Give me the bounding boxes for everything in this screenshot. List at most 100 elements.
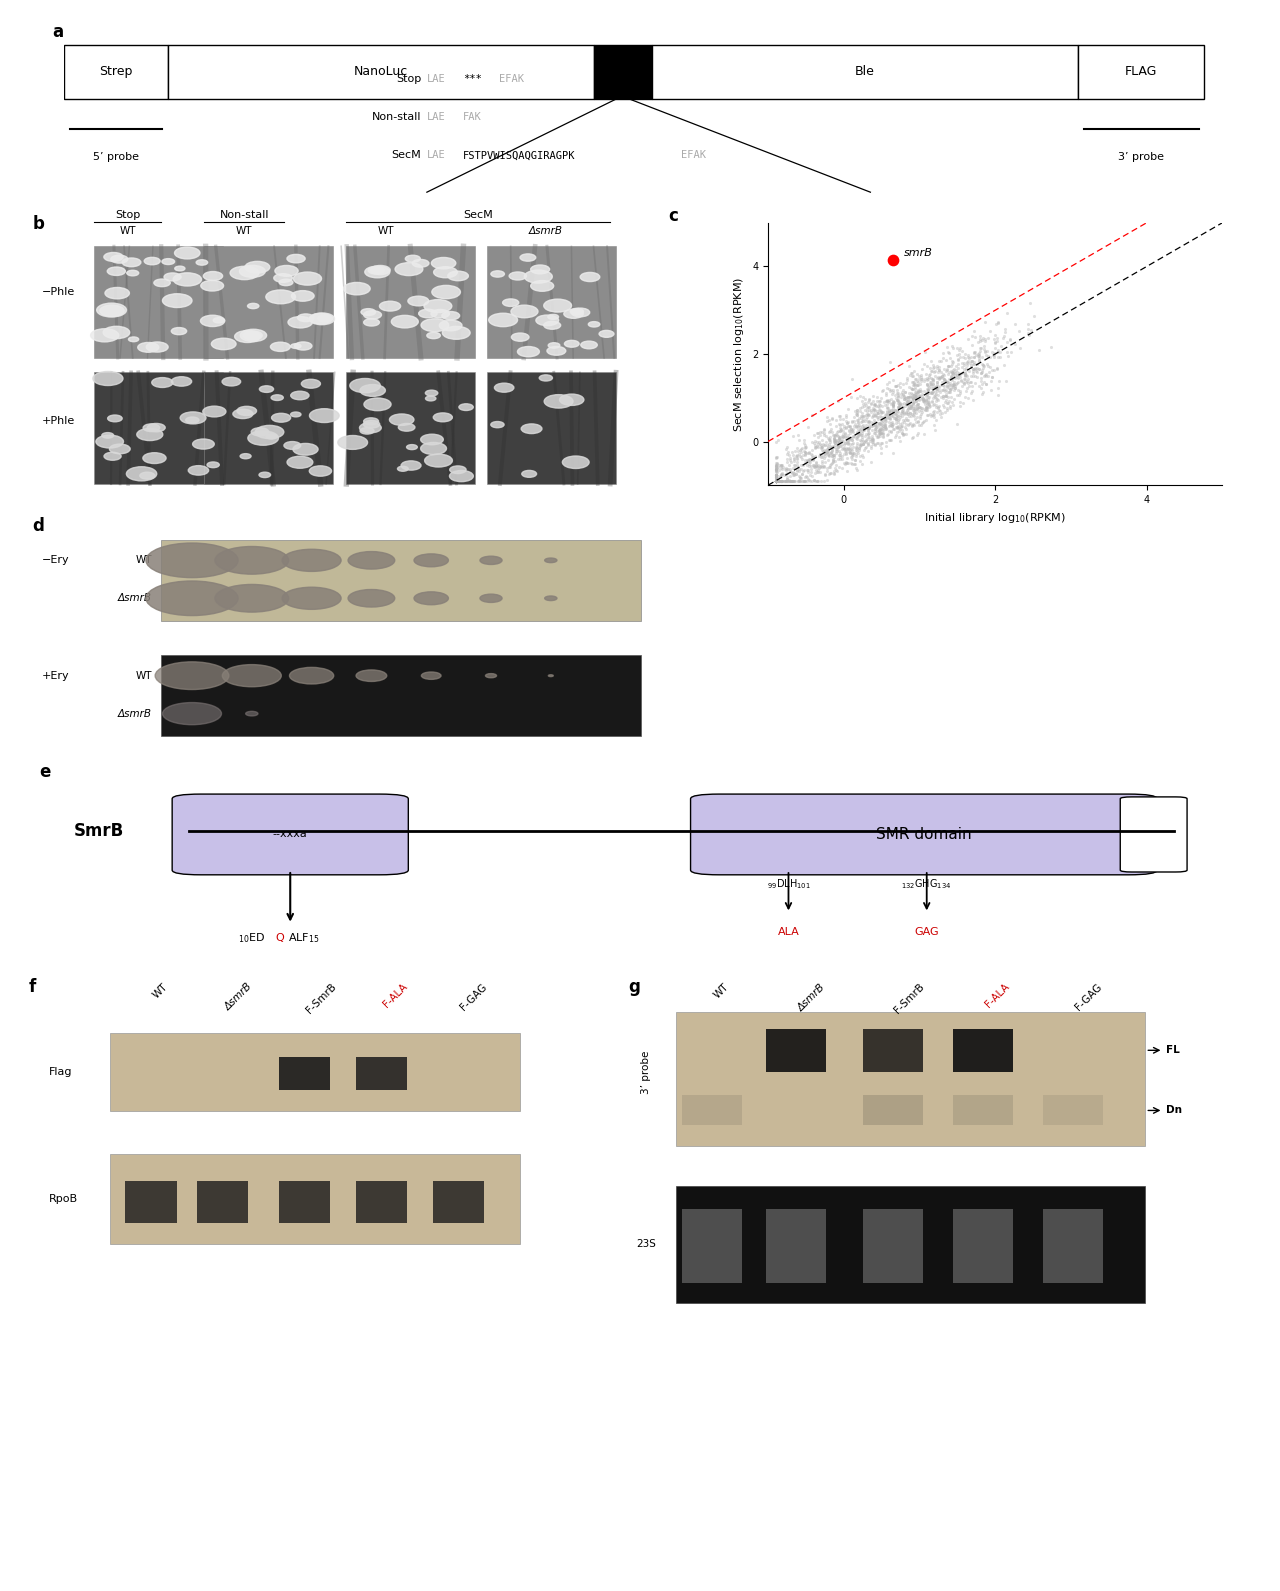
Circle shape — [145, 258, 160, 264]
Point — [854, 438, 874, 463]
Point — [765, 468, 786, 493]
Point — [942, 360, 963, 385]
Point — [783, 468, 804, 493]
Bar — [676, 1185, 1146, 1303]
Point — [847, 403, 868, 428]
Point — [905, 379, 925, 404]
Point — [961, 379, 982, 404]
Point — [824, 422, 845, 447]
Point — [942, 368, 963, 393]
Text: SecM: SecM — [463, 210, 493, 220]
Point — [794, 438, 814, 463]
Point — [997, 329, 1018, 355]
Point — [891, 420, 911, 445]
Point — [797, 452, 818, 477]
Point — [945, 366, 965, 391]
Point — [780, 457, 800, 482]
Point — [765, 468, 786, 493]
Point — [765, 468, 786, 493]
Point — [927, 375, 947, 401]
Point — [920, 371, 941, 396]
Point — [808, 468, 828, 493]
Point — [785, 455, 805, 480]
Point — [815, 449, 836, 474]
Point — [765, 468, 786, 493]
Point — [794, 468, 814, 493]
Point — [922, 358, 942, 383]
Point — [840, 441, 860, 466]
Point — [786, 461, 806, 487]
Point — [886, 385, 906, 410]
Text: ΔsmrB: ΔsmrB — [223, 982, 253, 1012]
Point — [804, 455, 824, 480]
Point — [941, 366, 961, 391]
Point — [978, 325, 998, 350]
Point — [877, 387, 897, 412]
Point — [957, 366, 978, 391]
Point — [868, 393, 888, 418]
Point — [822, 418, 842, 444]
Circle shape — [360, 385, 385, 396]
Point — [904, 369, 924, 395]
Point — [850, 417, 870, 442]
Point — [867, 398, 887, 423]
Bar — [110, 1033, 520, 1112]
Point — [765, 468, 786, 493]
Point — [833, 406, 854, 431]
Point — [796, 434, 817, 460]
Circle shape — [271, 414, 291, 422]
Point — [780, 468, 800, 493]
Point — [937, 353, 957, 379]
Point — [893, 409, 914, 434]
Point — [876, 409, 896, 434]
Point — [934, 390, 955, 415]
Point — [941, 358, 961, 383]
Text: WT: WT — [151, 982, 170, 1001]
Point — [796, 441, 817, 466]
Point — [973, 352, 993, 377]
Point — [918, 387, 938, 412]
Point — [799, 457, 819, 482]
Point — [827, 439, 847, 465]
Point — [765, 468, 786, 493]
Point — [851, 404, 872, 430]
Point — [765, 468, 786, 493]
Point — [836, 428, 856, 453]
Circle shape — [310, 466, 332, 476]
Point — [964, 350, 984, 375]
Circle shape — [301, 379, 320, 388]
Point — [845, 447, 865, 473]
Point — [808, 453, 828, 479]
Point — [873, 399, 893, 425]
Point — [988, 375, 1009, 401]
Point — [852, 417, 873, 442]
Text: −Phle: −Phle — [41, 286, 74, 298]
Point — [806, 433, 827, 458]
Point — [929, 364, 950, 390]
Point — [776, 468, 796, 493]
Point — [887, 415, 908, 441]
Point — [822, 436, 842, 461]
Point — [829, 418, 850, 444]
Point — [902, 403, 923, 428]
Point — [765, 468, 786, 493]
Point — [828, 428, 849, 453]
Point — [869, 410, 890, 436]
Circle shape — [275, 266, 298, 277]
Point — [863, 388, 883, 414]
Point — [803, 453, 823, 479]
Point — [765, 468, 786, 493]
Point — [943, 387, 964, 412]
Point — [936, 369, 956, 395]
Point — [900, 401, 920, 426]
Point — [876, 406, 896, 431]
Circle shape — [270, 342, 291, 352]
Point — [873, 377, 893, 403]
Point — [836, 404, 856, 430]
Point — [765, 468, 786, 493]
Point — [927, 369, 947, 395]
Point — [957, 348, 978, 374]
Point — [771, 452, 791, 477]
Point — [927, 395, 947, 420]
Text: Stop: Stop — [115, 210, 140, 220]
